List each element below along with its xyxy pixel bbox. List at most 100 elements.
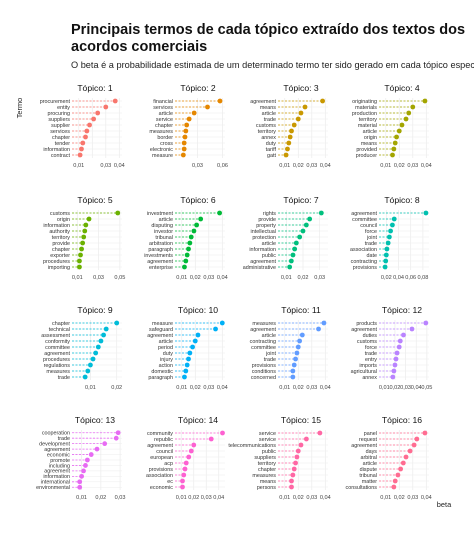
term-label: article: [262, 111, 276, 117]
term-label: tariff: [266, 147, 277, 153]
facet-title: Tópico: 2: [180, 83, 216, 93]
term-label: provisions: [252, 363, 277, 369]
data-point: [391, 216, 397, 222]
data-point: [297, 234, 303, 240]
data-point: [81, 234, 87, 240]
term-label: producer: [356, 153, 377, 159]
term-label: date: [367, 253, 378, 259]
term-label: information: [249, 247, 276, 253]
data-point: [395, 472, 401, 478]
data-point: [103, 326, 109, 332]
term-label: services: [50, 129, 70, 135]
data-point: [217, 210, 222, 216]
data-point: [188, 234, 194, 240]
data-point: [183, 368, 189, 374]
term-label: gatt: [267, 153, 276, 159]
term-label: public: [262, 449, 276, 455]
term-label: service: [259, 431, 276, 437]
term-label: agreement: [250, 327, 276, 333]
facet-title: Tópico: 8: [384, 195, 420, 205]
data-point: [290, 374, 296, 380]
term-label: european: [150, 455, 173, 461]
data-point: [180, 484, 185, 490]
term-label: joint: [265, 351, 276, 357]
term-label: measures: [46, 369, 70, 375]
data-point: [91, 116, 97, 122]
facet-title: Tópico: 10: [178, 305, 218, 315]
term-label: period: [158, 345, 173, 351]
data-point: [182, 264, 187, 270]
data-point: [186, 454, 192, 460]
term-label: article: [159, 339, 173, 345]
data-point: [290, 472, 296, 478]
data-point: [290, 252, 296, 258]
data-point: [297, 338, 303, 344]
data-point: [191, 442, 197, 448]
tick-label: 0,03: [400, 385, 411, 391]
data-point: [390, 152, 395, 158]
data-point: [391, 146, 397, 152]
tick-label: 0,04: [393, 275, 404, 281]
data-point: [82, 228, 88, 234]
tick-label: 0,01: [76, 495, 87, 501]
data-point: [115, 430, 121, 436]
data-point: [77, 264, 82, 270]
term-label: provisions: [149, 467, 174, 473]
term-label: arbitral: [361, 455, 377, 461]
chart-title: Principais termos de cada tópico extraíd…: [71, 22, 466, 55]
data-point: [397, 338, 403, 344]
term-label: arbitration: [149, 241, 173, 247]
data-point: [423, 210, 429, 216]
tick-label: 0,02: [111, 385, 122, 391]
data-point: [114, 320, 120, 326]
tick-label: 0,04: [320, 495, 331, 501]
term-label: ec: [167, 479, 173, 485]
data-point: [181, 146, 187, 152]
term-label: cooperation: [42, 431, 70, 437]
term-label: protection: [252, 235, 276, 241]
term-label: means: [361, 141, 377, 147]
tick-label: 0,02: [298, 275, 309, 281]
term-label: acp: [164, 461, 173, 467]
term-label: agreement: [250, 99, 276, 105]
data-point: [103, 104, 109, 110]
data-point: [291, 466, 297, 472]
term-label: association: [146, 473, 173, 479]
data-point: [390, 374, 396, 380]
tick-label: 0,03: [314, 275, 325, 281]
term-label: agreement: [351, 211, 377, 217]
term-label: promote: [50, 458, 70, 464]
data-point: [400, 460, 406, 466]
term-label: annex: [261, 135, 276, 141]
data-point: [407, 448, 413, 454]
tick-label: 0,04: [217, 275, 228, 281]
data-point: [317, 430, 323, 436]
data-point: [403, 116, 409, 122]
term-label: chapter: [52, 321, 70, 327]
term-label: provide: [258, 217, 276, 223]
data-point: [307, 216, 313, 222]
term-label: information: [43, 223, 70, 229]
term-label: trade: [365, 351, 377, 357]
tick-label: 0,01: [380, 495, 391, 501]
data-point: [383, 252, 389, 258]
data-point: [85, 368, 91, 374]
facet-title: Tópico: 15: [281, 415, 321, 425]
data-point: [291, 362, 297, 368]
facet-title: Tópico: 12: [382, 305, 422, 315]
term-label: injury: [160, 357, 173, 363]
tick-label: 0,01: [279, 385, 290, 391]
term-label: regulations: [44, 363, 71, 369]
tick-label: 0,03: [306, 495, 317, 501]
data-point: [94, 446, 100, 452]
data-point: [302, 104, 308, 110]
term-label: council: [360, 223, 377, 229]
y-axis-label: Termo: [15, 98, 24, 119]
data-point: [194, 222, 200, 228]
data-point: [183, 128, 189, 134]
tick-label: 0,02: [190, 275, 201, 281]
tick-label: 0,01: [279, 163, 290, 169]
data-point: [190, 344, 195, 350]
term-label: suppliers: [48, 117, 70, 123]
